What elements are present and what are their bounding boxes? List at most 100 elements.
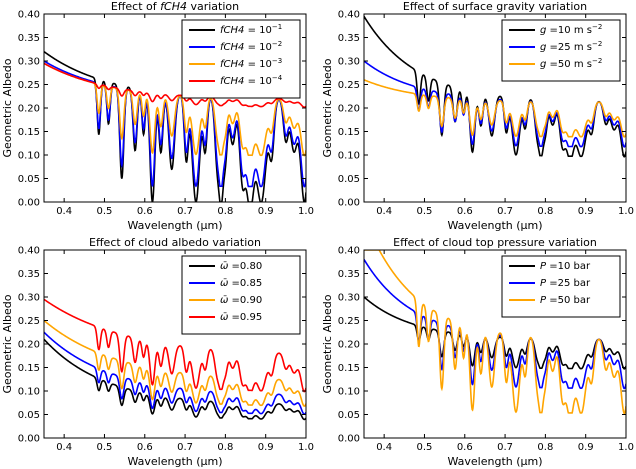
x-tick-label: 0.7 [497,442,513,453]
x-tick-label: 0.9 [578,442,594,453]
series-line-2 [44,331,306,415]
y-axis-label: Geometric Albedo [1,58,14,157]
x-tick-label: 0.8 [217,206,233,217]
x-tick-label: 0.5 [417,206,433,217]
legend-entry: fCH4 = 10−3 [220,57,282,70]
y-tick-label: 0.35 [18,33,40,44]
x-tick-label: 0.4 [56,442,72,453]
legend-box [181,255,301,335]
y-tick-label: 0.40 [338,246,360,257]
x-tick-label: 0.6 [137,206,153,217]
y-tick-label: 0.35 [338,269,360,280]
chart-title: Effect of cloud albedo variation [89,236,261,249]
x-tick-label: 0.8 [537,442,553,453]
y-tick-label: 0.00 [338,198,360,209]
y-tick-label: 0.15 [18,363,40,374]
x-tick-label: 0.4 [56,206,72,217]
legend-entry: g =25 m s−2 [540,40,602,53]
x-tick-label: 1.0 [618,206,634,217]
y-tick-label: 0.10 [18,151,40,162]
y-tick-label: 0.20 [338,104,360,115]
legend-entry: P =25 bar [540,278,591,289]
chart-panel-2: 0.4 0.5 0.6 0.7 0.8 0.9 1.0 0.00 0.05 0.10 0.15 0.2… [321,0,634,232]
x-tick-label: 0.5 [417,442,433,453]
series-line-3 [364,79,626,138]
y-tick-label: 0.20 [18,340,40,351]
legend-entry: fCH4 = 10−2 [220,40,282,53]
y-tick-label: 0.35 [18,269,40,280]
y-tick-label: 0.15 [338,127,360,138]
x-tick-label: 0.7 [177,442,193,453]
x-axis-label: Wavelength (μm) [127,455,222,468]
y-tick-label: 0.40 [338,10,360,21]
y-tick-label: 0.30 [18,293,40,304]
y-tick-label: 0.20 [18,104,40,115]
y-axis-label: Geometric Albedo [321,294,334,393]
y-tick-label: 0.30 [18,57,40,68]
x-tick-label: 0.8 [537,206,553,217]
legend-entry: fCH4 = 10−4 [220,74,283,87]
y-axis-label: Geometric Albedo [321,58,334,157]
series-line-1 [44,338,306,421]
y-tick-label: 0.40 [18,10,40,21]
series-line-3 [44,319,306,407]
x-tick-label: 0.7 [177,206,193,217]
y-tick-label: 0.25 [338,80,360,91]
y-tick-label: 0.00 [18,198,40,209]
series-line-4 [44,298,306,393]
chart-title: Effect of surface gravity variation [403,0,587,13]
x-tick-label: 0.9 [258,442,274,453]
legend-entry: ω̄ =0.95 [220,312,262,323]
y-tick-label: 0.30 [338,293,360,304]
y-tick-label: 0.10 [338,151,360,162]
y-tick-label: 0.30 [338,57,360,68]
chart-panel-3: 0.4 0.5 0.6 0.7 0.8 0.9 1.0 0.00 0.05 0.10 0.15 0.2… [1,236,314,468]
legend-entry: ω̄ =0.80 [220,261,262,272]
legend-entry: ω̄ =0.90 [220,295,262,306]
x-tick-label: 0.6 [457,206,473,217]
x-tick-label: 0.5 [97,442,113,453]
chart-panel-1: 0.4 0.5 0.6 0.7 0.8 0.9 1.0 0.00 0.05 0.10 0.15 0.2… [1,0,314,232]
x-tick-label: 0.6 [137,442,153,453]
y-tick-label: 0.25 [18,80,40,91]
y-tick-label: 0.25 [18,316,40,327]
legend-entry: P =10 bar [540,261,591,272]
x-tick-label: 0.9 [258,206,274,217]
y-tick-label: 0.05 [18,174,40,185]
series-line-4 [44,62,306,108]
chart-title: Effect of fCH4 variation [111,0,239,13]
x-tick-label: 0.8 [217,442,233,453]
y-tick-label: 0.05 [338,174,360,185]
y-axis-label: Geometric Albedo [1,294,14,393]
y-tick-label: 0.40 [18,246,40,257]
y-tick-label: 0.10 [18,387,40,398]
y-tick-label: 0.00 [338,434,360,445]
series-line-2 [44,60,306,188]
legend: ω̄ =0.80 ω̄ =0.85 ω̄ =0.90 ω̄ =0.95 [181,255,301,335]
x-tick-label: 0.4 [376,206,392,217]
y-tick-label: 0.15 [18,127,40,138]
y-tick-label: 0.05 [18,410,40,421]
legend-entry: P =50 bar [540,295,591,306]
legend-entry: g =10 m s−2 [540,23,602,36]
legend-box [181,19,301,99]
chart-title: Effect of cloud top pressure variation [393,236,597,249]
y-tick-label: 0.35 [338,33,360,44]
y-tick-label: 0.05 [338,410,360,421]
x-tick-label: 0.9 [578,206,594,217]
legend: fCH4 = 10−1 fCH4 = 10−2 fCH4 = 10−3 fCH4 = … [181,19,301,99]
chart-panel-4: 0.4 0.5 0.6 0.7 0.8 0.9 1.0 0.00 0.05 0.10 0.15 0.2… [321,236,634,468]
x-tick-label: 0.7 [497,206,513,217]
x-tick-label: 1.0 [618,442,634,453]
x-tick-label: 0.4 [376,442,392,453]
legend: P =10 bar P =25 bar P =50 bar [501,255,621,318]
y-tick-label: 0.10 [338,387,360,398]
x-tick-label: 1.0 [298,442,314,453]
legend-entry: g =50 m s−2 [540,57,602,70]
y-tick-label: 0.20 [338,340,360,351]
x-axis-label: Wavelength (μm) [447,455,542,468]
legend: g =10 m s−2 g =25 m s−2 g =50 m s−2 [501,19,621,82]
y-tick-label: 0.25 [338,316,360,327]
x-tick-label: 1.0 [298,206,314,217]
